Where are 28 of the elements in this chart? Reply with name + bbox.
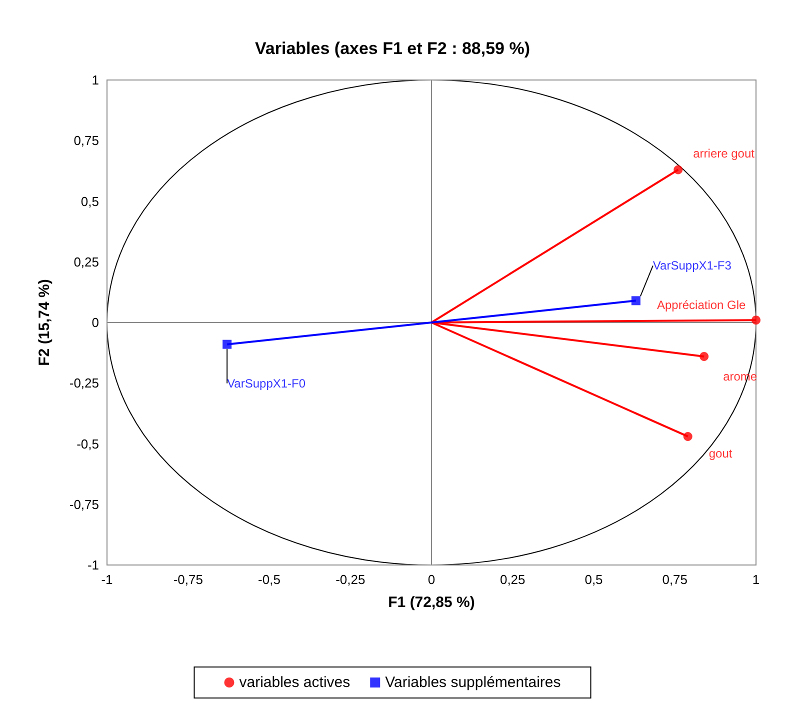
y-axis-title: F2 (15,74 %) [36, 279, 53, 366]
x-axis-title: F1 (72,85 %) [388, 594, 475, 611]
x-tick-label: -0,5 [258, 572, 280, 587]
x-tick-label: -0,25 [336, 572, 366, 587]
y-tick-label: -0,25 [69, 376, 99, 391]
annotation: Appréciation Gle [657, 298, 746, 312]
x-tick-label: 0 [428, 572, 436, 587]
legend-label: Variables supplémentaires [385, 674, 561, 691]
annotation: VarSuppX1-F0 [227, 376, 306, 390]
legend-label: variables actives [239, 674, 350, 691]
y-tick-label: -0,75 [69, 496, 99, 512]
y-tick-label: 0,75 [74, 133, 99, 148]
x-tick-label: 0,25 [500, 572, 526, 587]
x-tick-label: -1 [101, 572, 113, 587]
x-tick-label: 0,5 [584, 572, 603, 587]
x-tick-label: -0,75 [173, 572, 203, 587]
y-tick-label: 0,25 [74, 254, 99, 270]
x-tick-label: 1 [752, 572, 760, 587]
x-tick-label: 0,75 [662, 572, 688, 587]
chart-title: Variables (axes F1 et F2 : 88,59 %) [255, 39, 530, 58]
y-tick-label: 0,5 [80, 194, 99, 209]
y-tick-label: 1 [92, 72, 99, 88]
annotation: gout [708, 446, 733, 460]
annotation: arriere gout [693, 146, 756, 161]
y-tick-label: -0,5 [76, 436, 99, 452]
y-tick-label: 0 [92, 315, 99, 330]
y-tick-label: -1 [87, 558, 99, 572]
annotation: VarSuppX1-F3 [652, 258, 732, 273]
